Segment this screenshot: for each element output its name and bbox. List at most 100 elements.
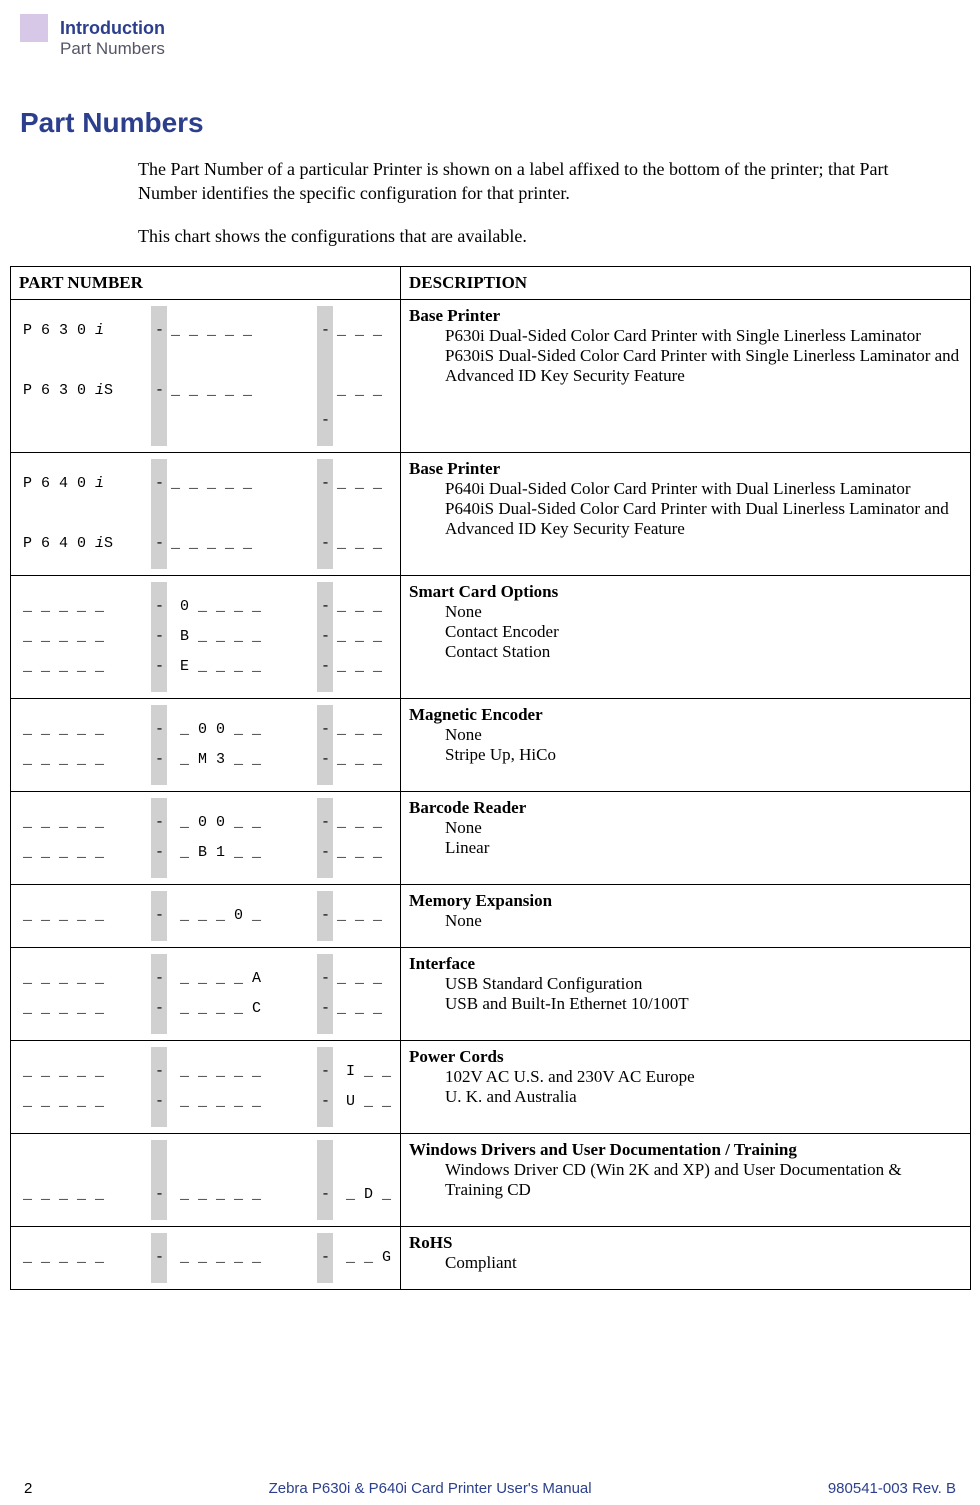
page-header: Introduction Part Numbers <box>0 0 980 59</box>
pn-dash-1: - - <box>151 306 167 446</box>
pn-segment-3: _ _ _ <box>333 891 411 941</box>
description-item: Stripe Up, HiCo <box>409 745 962 765</box>
col-part-number: PART NUMBER <box>11 266 401 299</box>
pn-segment-2: _ 0 0 _ _ _ B 1 _ _ <box>167 798 317 878</box>
table-row: _ _ _ _ _ _ _ _ _ _ _ _ _ _ _- - - 0 _ _… <box>11 575 971 698</box>
description-item: USB Standard Configuration <box>409 974 962 994</box>
description-item: Contact Encoder <box>409 622 962 642</box>
description-item: P630i Dual-Sided Color Card Printer with… <box>409 326 962 346</box>
description-item: 102V AC U.S. and 230V AC Europe <box>409 1067 962 1087</box>
table-row: _ _ _ _ _ _ _ _ _ _- - _ _ _ _ _ _ _ _ _… <box>11 1040 971 1133</box>
description-cell: Magnetic EncoderNoneStripe Up, HiCo <box>401 698 971 791</box>
pn-segment-2: _ _ _ _ _ _ _ _ _ _ <box>167 1047 317 1127</box>
pn-segment-3: _ D _ <box>333 1140 411 1220</box>
description-item: None <box>409 602 962 622</box>
footer-center: Zebra P630i & P640i Card Printer User's … <box>269 1480 592 1497</box>
part-number-cell: _ _ _ _ _ _ _ _ _ _- - _ 0 0 _ _ _ B 1 _… <box>11 791 401 884</box>
pn-segment-1: _ _ _ _ _ <box>19 1140 151 1220</box>
pn-dash-2: - - <box>317 459 333 569</box>
page-footer: 2 Zebra P630i & P640i Card Printer User'… <box>0 1480 980 1497</box>
pn-dash-2: - - - <box>317 582 333 692</box>
description-heading: RoHS <box>409 1233 962 1253</box>
description-item: None <box>409 818 962 838</box>
description-heading: Memory Expansion <box>409 891 962 911</box>
header-text-block: Introduction Part Numbers <box>60 18 165 59</box>
part-number-cell: _ _ _ _ _- _ _ _ 0 _-_ _ _ <box>11 884 401 947</box>
description-heading: Base Printer <box>409 306 962 326</box>
pn-segment-3: _ _ G <box>333 1233 411 1283</box>
table-row: _ _ _ _ _ _ _ _ _ _- - _ 0 0 _ _ _ B 1 _… <box>11 791 971 884</box>
part-number-cell: _ _ _ _ _ - _ _ _ _ _ - _ D _ <box>11 1133 401 1226</box>
footer-right: 980541-003 Rev. B <box>828 1480 956 1497</box>
description-heading: Barcode Reader <box>409 798 962 818</box>
pn-segment-1: _ _ _ _ _ _ _ _ _ _ <box>19 705 151 785</box>
pn-dash-1: - - <box>151 705 167 785</box>
description-item: Contact Station <box>409 642 962 662</box>
description-item: Linear <box>409 838 962 858</box>
description-heading: Base Printer <box>409 459 962 479</box>
pn-segment-3: _ _ _ _ _ _ <box>333 459 411 569</box>
description-item: None <box>409 725 962 745</box>
pn-segment-2: _ _ _ 0 _ <box>167 891 317 941</box>
table-row: P 6 4 0 i P 6 4 0 iS - -_ _ _ _ _ _ _ _ _… <box>11 452 971 575</box>
pn-dash-2: - - <box>317 798 333 878</box>
description-heading: Magnetic Encoder <box>409 705 962 725</box>
pn-segment-2: _ _ _ _ A _ _ _ _ C <box>167 954 317 1034</box>
pn-segment-3: _ _ _ _ _ _ <box>333 705 411 785</box>
part-number-cell: _ _ _ _ _ _ _ _ _ _- - _ _ _ _ A _ _ _ _… <box>11 947 401 1040</box>
description-heading: Smart Card Options <box>409 582 962 602</box>
part-number-cell: _ _ _ _ _ _ _ _ _ _- - _ _ _ _ _ _ _ _ _… <box>11 1040 401 1133</box>
description-item: USB and Built-In Ethernet 10/100T <box>409 994 962 1014</box>
pn-segment-2: _ 0 0 _ _ _ M 3 _ _ <box>167 705 317 785</box>
pn-segment-1: _ _ _ _ _ _ _ _ _ _ <box>19 798 151 878</box>
description-cell: Windows Drivers and User Documentation /… <box>401 1133 971 1226</box>
part-number-cell: _ _ _ _ _- _ _ _ _ _- _ _ G <box>11 1226 401 1289</box>
description-heading: Interface <box>409 954 962 974</box>
pn-segment-3: _ _ _ _ _ _ <box>333 306 411 446</box>
description-cell: Power Cords102V AC U.S. and 230V AC Euro… <box>401 1040 971 1133</box>
pn-dash-2: - - <box>317 705 333 785</box>
description-heading: Windows Drivers and User Documentation /… <box>409 1140 962 1160</box>
pn-segment-1: P 6 3 0 i P 6 3 0 iS <box>19 306 151 446</box>
pn-dash-1: - - <box>151 954 167 1034</box>
part-number-cell: _ _ _ _ _ _ _ _ _ _ _ _ _ _ _- - - 0 _ _… <box>11 575 401 698</box>
description-item: None <box>409 911 962 931</box>
pn-segment-3: _ _ _ _ _ _ _ _ _ <box>333 582 411 692</box>
description-item: Compliant <box>409 1253 962 1273</box>
pn-dash-1: - <box>151 891 167 941</box>
header-accent-box <box>20 14 48 42</box>
table-body: P 6 3 0 i P 6 3 0 iS- -_ _ _ _ _ _ _ _ _… <box>11 299 971 1289</box>
table-row: _ _ _ _ _ - _ _ _ _ _ - _ D _ Windows Dri… <box>11 1133 971 1226</box>
pn-segment-2: _ _ _ _ _ _ _ _ _ _ <box>167 306 317 446</box>
pn-dash-2: - <box>317 891 333 941</box>
description-item: P640iS Dual-Sided Color Card Printer wit… <box>409 499 962 539</box>
pn-segment-1: _ _ _ _ _ _ _ _ _ _ <box>19 954 151 1034</box>
pn-dash-2: - - <box>317 954 333 1034</box>
pn-dash-1: - - - <box>151 582 167 692</box>
intro-paragraph-1: The Part Number of a particular Printer … <box>138 157 932 206</box>
pn-segment-1: P 6 4 0 i P 6 4 0 iS <box>19 459 151 569</box>
pn-dash-1: - - <box>151 1047 167 1127</box>
description-cell: Smart Card OptionsNoneContact EncoderCon… <box>401 575 971 698</box>
footer-page-number: 2 <box>24 1480 32 1497</box>
pn-dash-1: - - <box>151 798 167 878</box>
table-header-row: PART NUMBER DESCRIPTION <box>11 266 971 299</box>
pn-segment-2: _ _ _ _ _ <box>167 1140 317 1220</box>
table-row: P 6 3 0 i P 6 3 0 iS- -_ _ _ _ _ _ _ _ _… <box>11 299 971 452</box>
description-heading: Power Cords <box>409 1047 962 1067</box>
description-item: P630iS Dual-Sided Color Card Printer wit… <box>409 346 962 386</box>
description-cell: Base PrinterP640i Dual-Sided Color Card … <box>401 452 971 575</box>
table-row: _ _ _ _ _ _ _ _ _ _- - _ 0 0 _ _ _ M 3 _… <box>11 698 971 791</box>
pn-segment-1: _ _ _ _ _ _ _ _ _ _ _ _ _ _ _ <box>19 582 151 692</box>
pn-dash-1: - <box>151 1233 167 1283</box>
part-number-cell: P 6 4 0 i P 6 4 0 iS - -_ _ _ _ _ _ _ _ _… <box>11 452 401 575</box>
description-cell: InterfaceUSB Standard ConfigurationUSB a… <box>401 947 971 1040</box>
description-cell: Memory ExpansionNone <box>401 884 971 947</box>
table-row: _ _ _ _ _- _ _ _ _ _- _ _ G RoHSCompliant <box>11 1226 971 1289</box>
header-title: Introduction <box>60 18 165 39</box>
pn-dash-2: - - <box>317 1047 333 1127</box>
part-number-table: PART NUMBER DESCRIPTION P 6 3 0 i P 6 3 … <box>10 266 971 1290</box>
description-item: P640i Dual-Sided Color Card Printer with… <box>409 479 962 499</box>
pn-segment-2: _ _ _ _ _ _ _ _ _ _ <box>167 459 317 569</box>
pn-dash-2: - <box>317 1140 333 1220</box>
